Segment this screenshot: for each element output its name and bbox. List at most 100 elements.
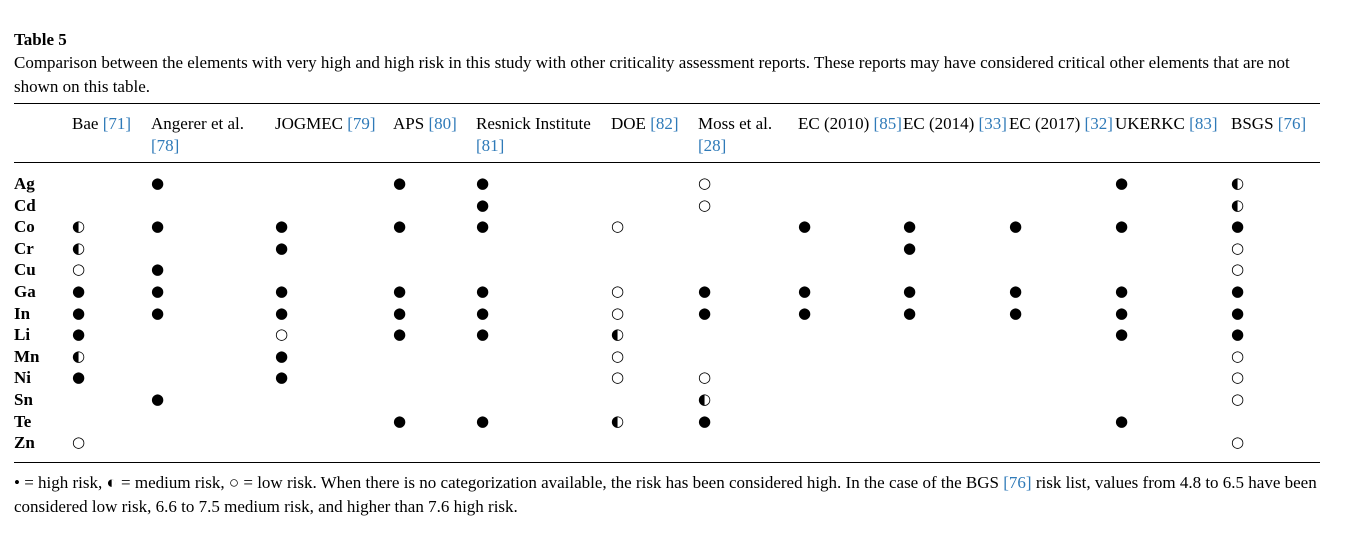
column-name: JOGMEC (275, 114, 344, 133)
column-ref: [81] (476, 135, 505, 155)
risk-symbol: ● (798, 217, 812, 236)
risk-symbol: ● (151, 217, 165, 236)
empty-cell (1231, 411, 1320, 433)
risk-symbol: ● (1115, 174, 1129, 192)
risk-symbol: ○ (611, 303, 625, 322)
column-ref: [85] (873, 114, 902, 133)
empty-cell (72, 411, 151, 433)
risk-symbol: ● (393, 411, 407, 430)
risk-symbol: ● (903, 303, 917, 322)
risk-symbol: ● (151, 303, 165, 322)
empty-cell (903, 411, 1009, 433)
risk-symbol: ○ (1231, 346, 1245, 365)
header-cell: DOE [82] (611, 104, 698, 163)
empty-cell (151, 238, 275, 260)
empty-cell (1115, 238, 1231, 260)
risk-symbol: ● (798, 281, 812, 300)
risk-symbol: ● (275, 303, 289, 322)
empty-cell (1115, 432, 1231, 462)
risk-symbol: ◐ (72, 238, 86, 257)
risk-symbol: ○ (1231, 260, 1245, 279)
empty-cell (1115, 346, 1231, 368)
risk-symbol: ● (698, 281, 712, 300)
risk-symbol: ● (72, 281, 86, 300)
risk-symbol: ● (476, 325, 490, 344)
empty-cell (393, 389, 476, 411)
caption-text: Comparison between the elements with ver… (14, 53, 1290, 96)
risk-symbol: ● (1231, 281, 1245, 300)
empty-cell (698, 216, 798, 238)
empty-cell (393, 195, 476, 217)
risk-symbol: ◐ (611, 325, 625, 344)
column-ref: [83] (1189, 114, 1218, 133)
header-cell: EC (2017) [32] (1009, 104, 1115, 163)
risk-symbol: ● (1009, 303, 1023, 322)
empty-cell (1009, 432, 1115, 462)
column-ref: [82] (650, 114, 679, 133)
element-label: Ag (14, 174, 35, 193)
column-name: Moss et al. (698, 114, 773, 133)
element-label: In (14, 303, 31, 323)
empty-cell (1009, 259, 1115, 281)
risk-symbol: ○ (1231, 238, 1245, 257)
header-cell: Bae [71] (72, 104, 151, 163)
table-block: Table 5 Comparison between the elements … (14, 29, 1320, 519)
table-row: Ni ● ● ○ ○ ○ (14, 367, 1320, 389)
header-cell: JOGMEC [79] (275, 104, 393, 163)
table-row: Sn ● ◐ ○ (14, 389, 1320, 411)
risk-symbol: ○ (1231, 368, 1245, 387)
header-cell: UKERKC [83] (1115, 104, 1231, 163)
empty-cell (1009, 238, 1115, 260)
risk-symbol: ○ (611, 217, 625, 236)
header-cell: Resnick Institute [81] (476, 104, 611, 163)
column-name: UKERKC (1115, 114, 1185, 133)
risk-symbol: ● (903, 281, 917, 300)
empty-cell (903, 259, 1009, 281)
risk-symbol: ● (393, 281, 407, 300)
empty-cell (698, 238, 798, 260)
column-name: EC (2010) (798, 114, 870, 133)
empty-cell (476, 346, 611, 368)
risk-symbol: ◐ (611, 411, 625, 430)
element-label: Ga (14, 281, 36, 301)
risk-symbol: ● (393, 217, 407, 236)
risk-symbol: ○ (611, 346, 625, 365)
column-name: APS (393, 114, 425, 133)
table-row: Ag ● ● ● ○ ● ◐ (14, 163, 1320, 195)
column-name: DOE (611, 114, 646, 133)
empty-cell (151, 324, 275, 346)
risk-symbol: ● (1009, 281, 1023, 300)
risk-symbol: ● (151, 281, 165, 300)
empty-cell (476, 432, 611, 462)
empty-cell (151, 432, 275, 462)
empty-cell (393, 238, 476, 260)
risk-symbol: ● (72, 325, 86, 344)
header-cell: Angerer et al. [78] (151, 104, 275, 163)
risk-symbol: ● (903, 238, 917, 257)
risk-symbol: ◐ (698, 389, 712, 408)
risk-symbol: ● (393, 325, 407, 344)
column-name: EC (2017) (1009, 114, 1081, 133)
element-label: Sn (14, 389, 33, 409)
column-ref: [80] (428, 114, 457, 133)
element-label: Cu (14, 260, 36, 280)
header-row: Bae [71] Angerer et al. [78] JOGMEC [79] AP… (14, 104, 1320, 163)
risk-symbol: ● (1009, 217, 1023, 236)
empty-cell (903, 432, 1009, 462)
empty-cell (698, 324, 798, 346)
table-row: Cd ● ○ ◐ (14, 195, 1320, 217)
risk-symbol: ● (476, 303, 490, 322)
comparison-table: Bae [71] Angerer et al. [78] JOGMEC [79] AP… (14, 103, 1320, 463)
empty-cell (903, 367, 1009, 389)
column-ref: [79] (347, 114, 376, 133)
risk-symbol: ○ (72, 433, 86, 452)
empty-cell (275, 195, 393, 217)
risk-symbol: ○ (275, 325, 289, 344)
table-row: Mn ◐ ● ○ ○ (14, 346, 1320, 368)
element-label: Co (14, 217, 35, 237)
element-label: Cr (14, 238, 34, 258)
empty-cell (393, 432, 476, 462)
empty-cell (798, 259, 903, 281)
empty-cell (275, 259, 393, 281)
